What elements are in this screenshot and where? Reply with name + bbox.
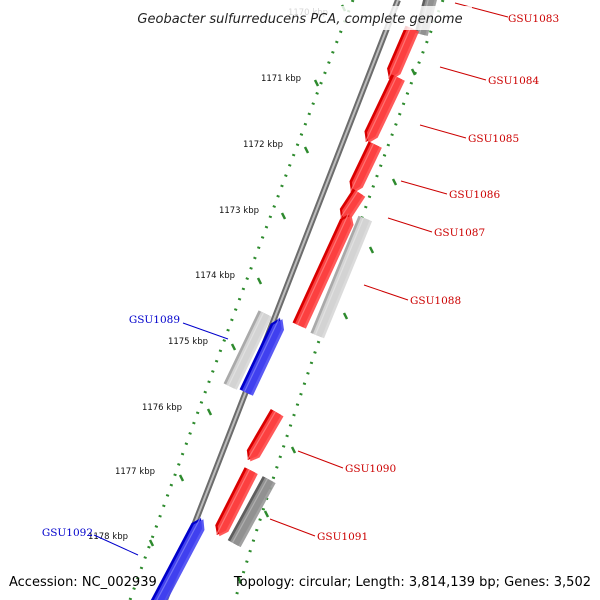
accession-text: Accession: NC_002939 (9, 575, 157, 590)
ruler-tick-label: 1178 kbp (88, 532, 128, 542)
gene-label-gsu1089[interactable]: GSU1089 (129, 314, 180, 326)
gene-labels: GSU1083 GSU1084 GSU1085 GSU1086 GSU1087 GSU10… (42, 2, 559, 556)
ruler-tick-label: 1174 kbp (195, 271, 235, 281)
gene-label-gsu1087[interactable]: GSU1087 (434, 227, 485, 239)
gene-label-gsu1085[interactable]: GSU1085 (468, 133, 519, 145)
ruler-tick (313, 79, 320, 87)
gene-arrow-gsu1087 (339, 188, 366, 220)
ruler-circle-outer (128, 0, 355, 600)
ruler-tick (368, 246, 375, 254)
gene-label-gsu1090[interactable]: GSU1090 (345, 463, 396, 475)
ruler-tick (256, 277, 263, 285)
gene-label-gsu1088[interactable]: GSU1088 (410, 295, 461, 307)
gene-arrow-gsu1089 (239, 317, 285, 396)
ruler-tick-label: 1171 kbp (261, 74, 301, 84)
gene-arrow-gsu1092 (150, 517, 205, 600)
ruler-tick (206, 408, 213, 416)
gene-arrow-gsu1085 (364, 74, 405, 144)
gene-leader-line-gsu1088 (363, 284, 409, 301)
gene-label-gsu1086[interactable]: GSU1086 (449, 189, 500, 201)
gene-arrow-gsu1084 (387, 25, 419, 81)
gene-leader-line-gsu1085 (419, 124, 467, 139)
ruler-tick (303, 146, 310, 154)
gene-leader-line-gsu1091 (269, 518, 316, 537)
ruler-tick (230, 343, 237, 351)
gene-arrow-gsu1090 (246, 408, 284, 462)
ruler-tick-label: 1177 kbp (115, 467, 155, 477)
gene-leader-line-gsu1084 (439, 66, 487, 81)
gene-label-gsu1092[interactable]: GSU1092 (42, 527, 93, 539)
gene-arrow-gsu1091 (227, 476, 276, 548)
gene-label-gsu1084[interactable]: GSU1084 (488, 75, 539, 87)
ruler-tick (410, 68, 417, 76)
gene-leader-line-gsu1086 (400, 180, 448, 195)
gene-leader-line-gsu1092 (93, 534, 139, 556)
gene-label-gsu1083[interactable]: GSU1083 (508, 13, 559, 25)
ruler-tick (263, 510, 270, 518)
ruler-tick-label: 1173 kbp (219, 206, 259, 216)
gene-arrow-gsu1089-partner (223, 310, 272, 390)
ruler-tick-label: 1176 kbp (142, 403, 182, 413)
ruler-tick-label: 1172 kbp (243, 140, 283, 150)
gene-leader-line-gsu1083 (454, 2, 509, 18)
map-title: Geobacter sulfurreducens PCA, complete g… (137, 12, 462, 27)
ruler-tick (290, 446, 297, 454)
title-backdrop (126, 6, 472, 30)
ruler-tick-label: 1175 kbp (168, 337, 208, 347)
gene-arrow-gsu1088-partner (292, 213, 354, 329)
gene-leader-line-gsu1090 (297, 450, 344, 469)
ruler-tick (236, 576, 243, 584)
ruler-tick (391, 178, 398, 186)
ruler-tick (178, 474, 185, 482)
gene-leader-line-gsu1089 (182, 322, 229, 340)
topology-text: Topology: circular; Length: 3,814,139 bp… (233, 575, 591, 590)
ruler-tick (148, 539, 155, 547)
gene-leader-line-gsu1087 (387, 217, 433, 233)
ruler-tick (280, 212, 287, 220)
gene-arrow-gsu1088 (310, 215, 373, 339)
gene-label-gsu1091[interactable]: GSU1091 (317, 531, 368, 543)
genome-backbone-highlight (164, 0, 399, 600)
gene-arrow-gsu1091-partner (215, 467, 258, 537)
ruler-tick (342, 312, 349, 320)
gene-features (150, 0, 437, 600)
gene-arrow-gsu1086 (349, 141, 382, 194)
